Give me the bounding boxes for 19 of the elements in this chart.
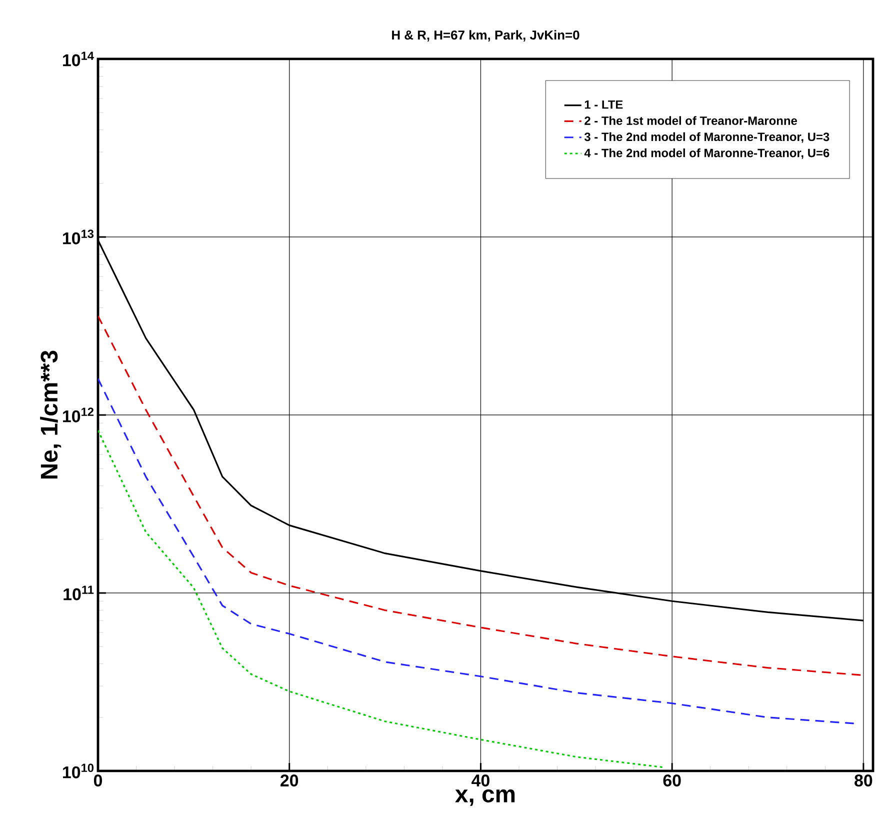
legend-label: 4 - The 2nd model of Maronne-Treanor, U=6 bbox=[584, 148, 830, 159]
x-tick-label: 80 bbox=[854, 774, 872, 786]
legend-label: 3 - The 2nd model of Maronne-Treanor, U=3 bbox=[584, 132, 830, 143]
x-axis-title: x, cm bbox=[455, 789, 515, 806]
y-tick-label: 10$^{11}$ bbox=[64, 586, 94, 600]
y-tick-label: 10$^{12}$ bbox=[63, 408, 94, 422]
y-tick-label: 10$^{13}$ bbox=[63, 230, 94, 244]
line-series bbox=[98, 378, 855, 724]
line-series bbox=[98, 430, 664, 768]
chart-title: H & R, H=67 km, Park, JvKin=0 bbox=[392, 30, 580, 42]
x-tick-label: 20 bbox=[280, 774, 298, 786]
y-axis-title: Ne, 1/cm**3 bbox=[40, 350, 62, 479]
x-tick-label: 0 bbox=[94, 774, 102, 786]
x-tick-label: 40 bbox=[472, 774, 490, 786]
y-tick-label: 10$^{10}$ bbox=[63, 764, 94, 778]
legend-label: 1 - LTE bbox=[584, 100, 623, 109]
y-tick-label: 10$^{14}$ bbox=[63, 52, 94, 66]
legend-label: 2 - The 1st model of Treanor-Maronne bbox=[584, 116, 797, 125]
x-tick-label: 60 bbox=[663, 774, 681, 786]
